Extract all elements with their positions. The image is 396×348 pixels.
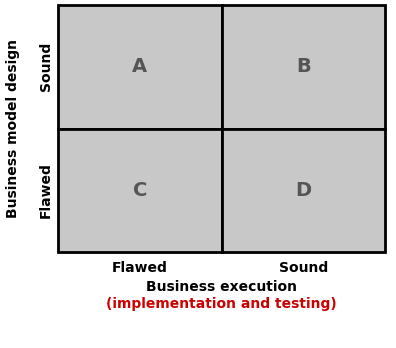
Text: Sound: Sound: [279, 261, 328, 275]
Text: A: A: [132, 57, 147, 76]
Bar: [58, 128, 221, 252]
Text: Flawed: Flawed: [39, 162, 53, 218]
Text: Business model design: Business model design: [6, 39, 20, 218]
Text: (implementation and testing): (implementation and testing): [106, 297, 337, 311]
Bar: [221, 5, 385, 128]
Text: B: B: [296, 57, 310, 76]
Text: Sound: Sound: [39, 42, 53, 92]
Bar: [58, 5, 221, 128]
Text: C: C: [133, 181, 147, 200]
Text: Business execution: Business execution: [146, 280, 297, 294]
Text: D: D: [295, 181, 311, 200]
Bar: [221, 128, 385, 252]
Text: Flawed: Flawed: [112, 261, 168, 275]
